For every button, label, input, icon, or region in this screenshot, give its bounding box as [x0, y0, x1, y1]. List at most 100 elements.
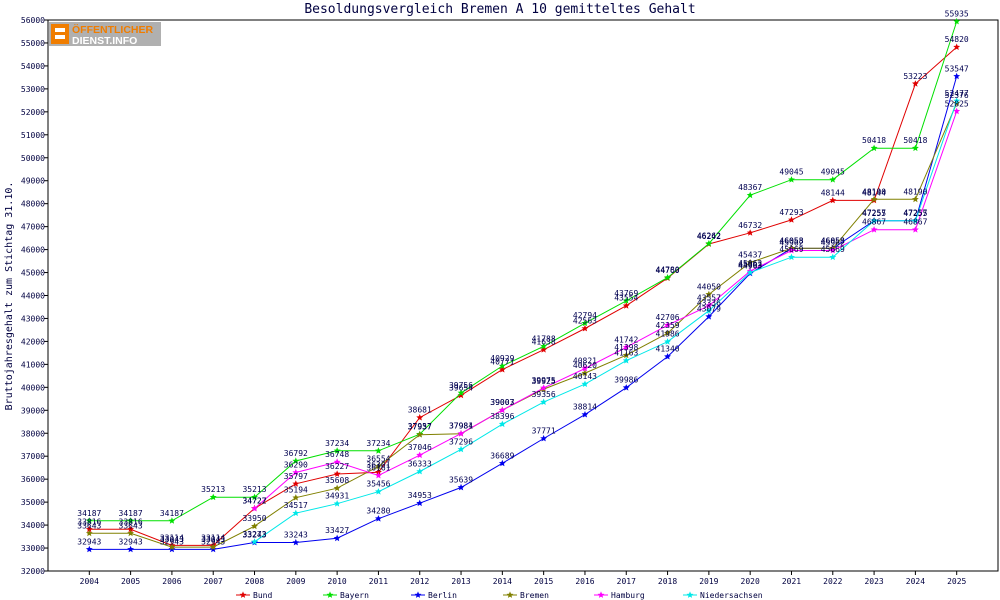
point-niedersachsen-2024 [912, 217, 919, 224]
data-label-berlin-2016: 38814 [573, 403, 597, 412]
data-label-bremen-2015: 39925 [532, 377, 556, 386]
point-bremen-2012 [416, 431, 424, 438]
data-label-hamburg-2015: 39975 [532, 376, 556, 385]
point-bayern-2008 [251, 493, 258, 501]
point-niedersachsen-2020 [746, 268, 754, 276]
data-label-bund-2025: 54820 [945, 35, 969, 44]
point-hamburg-2010 [333, 458, 341, 465]
data-label-bayern-2022: 49045 [821, 168, 845, 177]
y-tick-label-46000: 46000 [21, 246, 45, 255]
point-niedersachsen-2017 [622, 357, 630, 364]
y-tick-label-54000: 54000 [21, 62, 45, 71]
x-tick-label-2005: 2005 [121, 577, 140, 586]
data-label-bayern-2025: 55935 [945, 9, 969, 18]
data-label-bayern-2007: 35213 [201, 485, 225, 494]
legend-marker-bund [239, 591, 247, 598]
data-label-bund-2022: 48144 [821, 188, 845, 197]
logo: ÖFFENTLICHER DIENST.INFO [49, 22, 161, 47]
data-label-bund-2018: 44760 [656, 266, 680, 275]
data-label-hamburg-2009: 36290 [284, 461, 308, 470]
point-niedersachsen-2015 [540, 398, 548, 405]
point-bremen-2004 [85, 529, 93, 537]
y-tick-label-45000: 45000 [21, 269, 45, 278]
point-bremen-2006 [168, 543, 176, 550]
legend-item-bremen: Bremen [503, 591, 549, 600]
data-label-hamburg-2022: 45962 [821, 238, 845, 247]
point-berlin-2025 [953, 72, 961, 80]
point-bayern-2022 [829, 176, 837, 183]
point-bayern-2004 [85, 517, 93, 524]
data-label-bremen-2021: 46058 [779, 236, 803, 245]
point-berlin-2007 [209, 545, 217, 553]
data-label-hamburg-2018: 42706 [656, 313, 680, 322]
x-tick-label-2009: 2009 [286, 577, 305, 586]
data-label-bremen-2025: 52376 [945, 91, 969, 100]
point-niedersachsen-2013 [457, 445, 465, 453]
data-label-berlin-2013: 35639 [449, 475, 473, 484]
series-line-bund [89, 46, 958, 546]
series-bund [85, 43, 961, 549]
data-label-berlin-2009: 33243 [284, 530, 308, 539]
point-berlin-2005 [127, 545, 134, 553]
data-label-bremen-2020: 45437 [738, 251, 762, 260]
point-bremen-2025 [953, 99, 961, 107]
data-label-berlin-2022: 46053 [821, 236, 845, 245]
data-label-hamburg-2008: 34722 [242, 497, 266, 506]
point-niedersachsen-2023 [870, 217, 878, 224]
point-berlin-2012 [416, 499, 424, 507]
data-label-berlin-2008: 33243 [242, 530, 266, 539]
point-bremen-2007 [209, 543, 217, 550]
point-bayern-2023 [870, 144, 878, 152]
point-berlin-2006 [168, 545, 176, 553]
y-tick-label-41000: 41000 [21, 360, 45, 369]
point-bayern-2007 [209, 493, 217, 501]
data-label-bayern-2021: 49045 [779, 168, 803, 177]
legend-marker-bremen [506, 591, 514, 598]
legend-label-berlin: Berlin [428, 591, 457, 600]
point-bayern-2019 [705, 240, 713, 247]
legend-marker-berlin [414, 591, 422, 598]
y-tick-label-55000: 55000 [21, 39, 45, 48]
data-label-bayern-2011: 37234 [366, 439, 390, 448]
y-tick-label-49000: 49000 [21, 177, 45, 186]
point-hamburg-2013 [457, 430, 465, 437]
data-label-berlin-2004: 32943 [77, 537, 101, 546]
data-label-bremen-2014: 39007 [490, 398, 514, 407]
x-tick-label-2013: 2013 [451, 577, 470, 586]
y-tick-label-43000: 43000 [21, 314, 45, 323]
data-label-hamburg-2011: 36161 [366, 463, 390, 472]
point-hamburg-2025 [953, 107, 961, 115]
data-label-berlin-2007: 32943 [201, 537, 225, 546]
data-label-bayern-2023: 50418 [862, 136, 886, 145]
point-bund-2013 [457, 391, 465, 399]
data-label-bayern-2024: 50418 [903, 136, 927, 145]
data-label-bremen-2019: 44050 [697, 282, 721, 291]
logo-text-line2: DIENST.INFO [72, 35, 137, 47]
data-label-berlin-2023: 47257 [862, 209, 886, 218]
point-bayern-2025 [953, 17, 961, 25]
point-berlin-2014 [498, 459, 506, 467]
axes: 32000 33000 34000 35000 36000 37000 38000 39000… [21, 16, 967, 586]
legend-item-niedersachsen: Niedersachsen [683, 591, 763, 600]
data-label-bund-2020: 46732 [738, 221, 762, 230]
data-label-bremen-2009: 35194 [284, 486, 308, 495]
y-tick-label-38000: 38000 [21, 429, 45, 438]
data-label-berlin-2012: 34953 [408, 491, 432, 500]
data-label-hamburg-2016: 40821 [573, 356, 597, 365]
point-bayern-2017 [622, 297, 630, 304]
data-label-niedersachsen-2010: 34931 [325, 492, 349, 501]
data-label-bremen-2008: 33950 [242, 514, 266, 523]
data-label-bund-2009: 35797 [284, 472, 308, 481]
y-axis-label: Bruttojahresgehalt zum Stichtag 31.10. [4, 182, 15, 411]
point-bremen-2020 [746, 258, 754, 266]
data-label-bremen-2005: 33643 [119, 521, 143, 530]
data-label-bremen-2022: 46058 [821, 236, 845, 245]
point-bayern-2005 [127, 517, 134, 524]
data-label-bayern-2010: 37234 [325, 439, 349, 448]
data-label-bund-2024: 53223 [903, 72, 927, 81]
data-label-berlin-2020: 44963 [738, 261, 762, 270]
legend: Bund Bayern Berlin Bremen Hamburg Niedersachs… [236, 591, 763, 600]
data-label-berlin-2015: 37771 [532, 427, 556, 436]
x-tick-label-2017: 2017 [617, 577, 636, 586]
